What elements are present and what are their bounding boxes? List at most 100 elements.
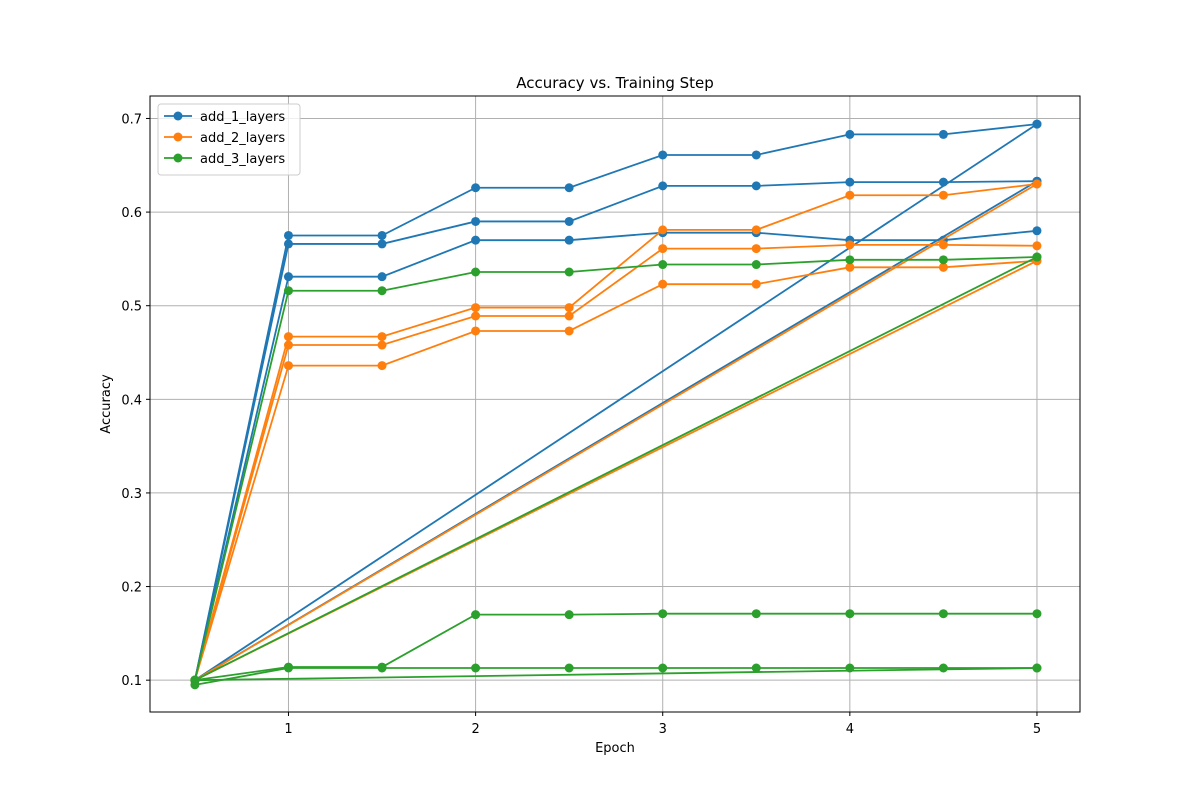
data-point — [938, 190, 948, 200]
x-tick-label: 1 — [284, 722, 292, 737]
data-point — [845, 129, 855, 139]
data-point — [471, 303, 481, 313]
series-add_1_layers-2 — [190, 226, 1042, 685]
series-line — [194, 243, 1037, 681]
data-point — [471, 267, 481, 277]
series-line — [194, 123, 1038, 681]
chart-title: Accuracy vs. Training Step — [516, 74, 714, 92]
data-point — [377, 361, 387, 371]
legend: add_1_layers add_2_layers add_3_layers — [157, 103, 301, 176]
y-tick-label: 0.7 — [121, 112, 142, 127]
data-point — [845, 190, 855, 200]
data-point — [564, 663, 574, 673]
data-point — [564, 216, 574, 226]
data-point — [377, 286, 387, 296]
y-tick-label: 0.3 — [121, 487, 142, 502]
series-add_2_layers-9 — [190, 256, 1042, 685]
data-point — [938, 255, 948, 265]
data-point — [845, 240, 855, 250]
data-point — [283, 286, 293, 296]
y-axis-label: Accuracy — [99, 374, 114, 434]
series-line — [194, 667, 1037, 682]
data-point — [938, 609, 948, 619]
data-point — [845, 255, 855, 265]
data-point — [658, 279, 668, 289]
data-point — [751, 279, 761, 289]
data-point — [751, 225, 761, 235]
data-point — [471, 235, 481, 245]
data-point — [938, 663, 948, 673]
data-point — [471, 326, 481, 336]
data-point — [471, 183, 481, 193]
legend-swatch-marker — [173, 153, 183, 163]
x-tick-label: 3 — [659, 722, 667, 737]
data-point — [845, 609, 855, 619]
series-line — [194, 256, 1038, 681]
data-point — [190, 675, 200, 685]
data-point — [751, 244, 761, 254]
data-point — [564, 303, 574, 313]
y-tick-label: 0.6 — [121, 206, 142, 221]
data-point — [1032, 663, 1042, 673]
data-point — [751, 663, 761, 673]
data-point — [1032, 179, 1042, 189]
legend-swatch-marker — [173, 111, 183, 121]
legend-box — [157, 103, 301, 176]
series-line — [194, 612, 1037, 682]
data-point — [564, 311, 574, 321]
data-point — [658, 260, 668, 270]
legend-label: add_2_layers — [200, 131, 285, 146]
legend-entry-add_2_layers: add_2_layers — [164, 131, 285, 146]
data-point — [283, 272, 293, 282]
data-point — [283, 663, 293, 673]
plot-frame — [149, 95, 1081, 713]
data-point — [938, 240, 948, 250]
data-point — [1032, 119, 1042, 129]
x-tick-label: 4 — [846, 722, 854, 737]
data-point — [564, 326, 574, 336]
data-point — [283, 239, 293, 249]
data-point — [471, 663, 481, 673]
series-add_3_layers-13 — [190, 252, 1042, 685]
data-point — [751, 150, 761, 160]
data-point — [471, 610, 481, 620]
data-point — [283, 340, 293, 350]
series-add_3_layers-12 — [190, 663, 1042, 690]
series-line — [194, 123, 1038, 681]
y-tick-label: 0.1 — [121, 674, 142, 689]
data-point — [377, 239, 387, 249]
data-point — [658, 609, 668, 619]
y-tick-label: 0.5 — [121, 300, 142, 315]
data-point — [658, 663, 668, 673]
legend-label: add_1_layers — [200, 110, 285, 125]
data-point — [1032, 609, 1042, 619]
data-point — [283, 230, 293, 240]
data-point — [751, 181, 761, 191]
x-tick-label: 2 — [471, 722, 479, 737]
series-add_3_layers-14 — [190, 663, 1042, 685]
data-point — [1032, 226, 1042, 236]
legend-label: add_3_layers — [200, 152, 285, 167]
data-point — [377, 340, 387, 350]
axis-ticks: 1 2 3 4 5 0.1 0.2 0.3 0.4 0.5 0.6 0.7 — [121, 112, 1041, 737]
data-point — [658, 225, 668, 235]
data-point — [564, 235, 574, 245]
data-point — [564, 183, 574, 193]
data-point — [283, 361, 293, 371]
series-line — [194, 667, 1037, 686]
data-point — [938, 262, 948, 272]
legend-entry-add_1_layers: add_1_layers — [164, 110, 285, 125]
series-layer — [190, 119, 1042, 690]
series-add_2_layers-8 — [190, 179, 1042, 685]
data-point — [751, 609, 761, 619]
data-point — [377, 230, 387, 240]
data-point — [377, 332, 387, 342]
grid — [150, 96, 1080, 712]
data-point — [658, 181, 668, 191]
data-point — [845, 262, 855, 272]
y-tick-label: 0.4 — [121, 393, 142, 408]
x-axis-label: Epoch — [595, 741, 635, 756]
data-point — [564, 267, 574, 277]
data-point — [658, 244, 668, 254]
data-point — [377, 663, 387, 673]
